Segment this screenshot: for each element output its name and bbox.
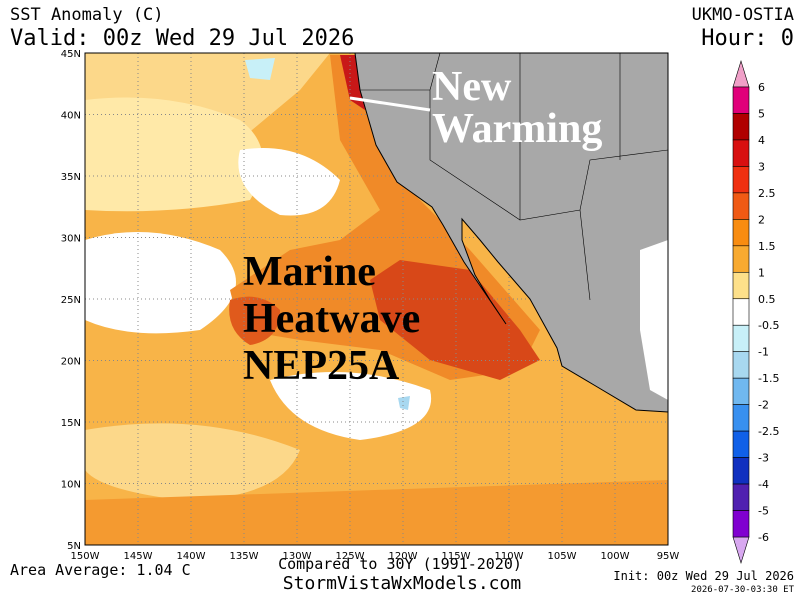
colorbar-bin: [732, 457, 750, 485]
lon-label: 120W: [389, 551, 418, 562]
colorbar-bin: [732, 510, 750, 538]
lat-label: 20N: [61, 357, 81, 368]
colorbar-label: -1: [758, 346, 769, 359]
lon-label: 110W: [495, 551, 524, 562]
colorbar-bin: [732, 377, 750, 405]
map-frame: [84, 52, 669, 546]
colorbar-bin: [732, 192, 750, 220]
colorbar-bin: [732, 219, 750, 247]
colorbar: 6 5 4 3 2.5 2 1.5 1 0.5 -0.5 -1 -1.5 -2 -2.5 -3 -4 -5 -6: [732, 59, 779, 565]
model-name: UKMO-OSTIA: [692, 5, 794, 25]
colorbar-bin: [732, 86, 750, 114]
lat-label: 40N: [61, 111, 81, 122]
lat-label: 25N: [61, 295, 81, 306]
colorbar-cap: [732, 536, 750, 565]
lat-label: 35N: [61, 172, 81, 183]
colorbar-label: -2: [758, 399, 769, 412]
colorbar-label: -6: [758, 531, 769, 544]
anomaly-patch: [398, 396, 410, 410]
annotation-arrow: [349, 96, 431, 112]
colorbar-label: -4: [758, 478, 769, 491]
lat-label: 15N: [61, 418, 81, 429]
colorbar-label: 3: [758, 160, 765, 173]
valid-time: Valid: 00z Wed 29 Jul 2026: [10, 26, 354, 51]
anomaly-patch: [245, 58, 275, 80]
timestamp: 2026-07-30-03:30 ET: [691, 585, 795, 595]
lat-label: 5N: [67, 541, 81, 552]
lon-label: 95W: [657, 551, 680, 562]
colorbar-bin: [732, 245, 750, 273]
lon-label: 130W: [283, 551, 312, 562]
gulf-of-mexico: [640, 240, 668, 400]
anomaly-patch: [370, 260, 540, 380]
lon-label: 140W: [177, 551, 206, 562]
title: SST Anomaly (C): [10, 5, 164, 25]
lon-label: 150W: [71, 551, 100, 562]
colorbar-label: -2.5: [758, 425, 779, 438]
colorbar-label: 4: [758, 134, 765, 147]
colorbar-label: -3: [758, 452, 769, 465]
lon-label: 125W: [336, 551, 365, 562]
anomaly-patch: [238, 148, 340, 216]
website: StormVistaWxModels.com: [283, 573, 521, 594]
init-time: Init: 00z Wed 29 Jul 2026: [613, 569, 794, 583]
colorbar-label: 6: [758, 81, 765, 94]
anomaly-patch: [85, 480, 668, 545]
area-average: Area Average: 1.04 C: [10, 561, 191, 579]
anomaly-patch: [270, 372, 432, 440]
colorbar-bin: [732, 113, 750, 141]
lat-label: 30N: [61, 234, 81, 245]
colorbar-label: -5: [758, 505, 769, 518]
colorbar-label: -1.5: [758, 372, 779, 385]
annotation: New: [432, 64, 512, 110]
colorbar-cap: [732, 59, 750, 88]
colorbar-bin: [732, 404, 750, 432]
lat-label: 10N: [61, 480, 81, 491]
colorbar-bin: [732, 166, 750, 194]
comparison-note: Compared to 30Y (1991-2020): [278, 555, 522, 573]
colorbar-bin: [732, 351, 750, 379]
colorbar-bin: [732, 324, 750, 353]
anomaly-patch: [85, 232, 236, 334]
colorbar-bin: [732, 430, 750, 458]
colorbar-label: 1: [758, 266, 765, 279]
colorbar-label: 0.5: [758, 293, 776, 306]
map-area: [85, 53, 668, 545]
colorbar-label: -0.5: [758, 319, 779, 332]
colorbar-bin: [732, 271, 750, 300]
land: [354, 53, 668, 413]
annotation: Warming: [432, 106, 602, 152]
colorbar-label: 2: [758, 213, 765, 226]
colorbar-label: 1.5: [758, 240, 776, 253]
colorbar-bin: [732, 139, 750, 167]
lon-label: 105W: [548, 551, 577, 562]
colorbar-label: 2.5: [758, 187, 776, 200]
forecast-hour: Hour: 0: [701, 26, 794, 51]
colorbar-label: 5: [758, 107, 765, 120]
lon-label: 145W: [124, 551, 153, 562]
anomaly-patch: [229, 296, 280, 345]
annotation: NEP25A: [243, 343, 400, 389]
annotation: Heatwave: [243, 296, 420, 342]
lon-label: 135W: [230, 551, 259, 562]
colorbar-bin: [732, 298, 750, 326]
anomaly-patch: [85, 97, 263, 212]
colorbar-bin: [732, 483, 750, 511]
lon-label: 100W: [601, 551, 630, 562]
annotation: Marine: [243, 249, 376, 295]
state-borders: [360, 53, 668, 301]
lon-label: 115W: [442, 551, 471, 562]
lat-label: 45N: [61, 49, 81, 60]
anomaly-patch: [85, 423, 300, 500]
